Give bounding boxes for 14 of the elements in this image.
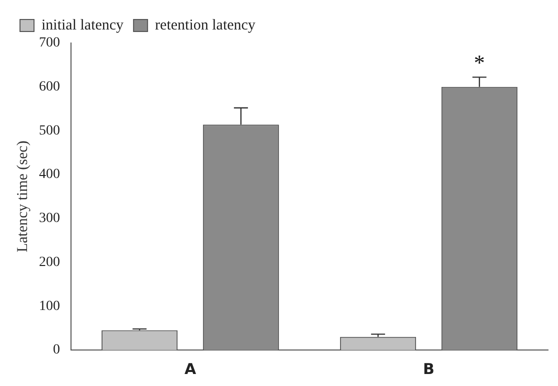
annotation: * (474, 50, 485, 75)
x-tick-label: B (423, 360, 434, 378)
legend-label: retention latency (155, 17, 256, 34)
y-tick-label: 200 (39, 254, 60, 270)
y-tick-label: 400 (39, 167, 60, 182)
y-axis-title: Latency time (sec) (14, 140, 31, 252)
y-tick-label: 500 (39, 123, 60, 138)
y-tick-label: 0 (53, 342, 60, 358)
x-tick-label: A (184, 360, 196, 378)
y-tick-label: 600 (39, 80, 60, 95)
legend-label: initial latency (42, 17, 124, 34)
y-tick-label: 100 (39, 298, 60, 314)
y-tick-label: 300 (39, 211, 60, 226)
y-tick-label: 700 (39, 36, 60, 51)
